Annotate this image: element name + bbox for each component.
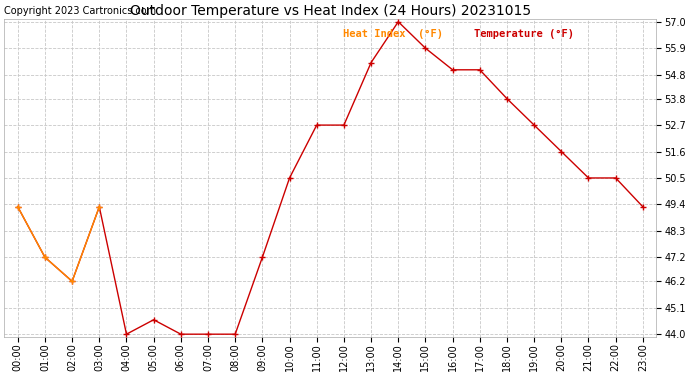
Text: Temperature (°F): Temperature (°F) <box>474 29 574 39</box>
Text: Heat Index  (°F): Heat Index (°F) <box>344 29 444 39</box>
Text: Copyright 2023 Cartronics.com: Copyright 2023 Cartronics.com <box>4 6 157 16</box>
Title: Outdoor Temperature vs Heat Index (24 Hours) 20231015: Outdoor Temperature vs Heat Index (24 Ho… <box>130 4 531 18</box>
